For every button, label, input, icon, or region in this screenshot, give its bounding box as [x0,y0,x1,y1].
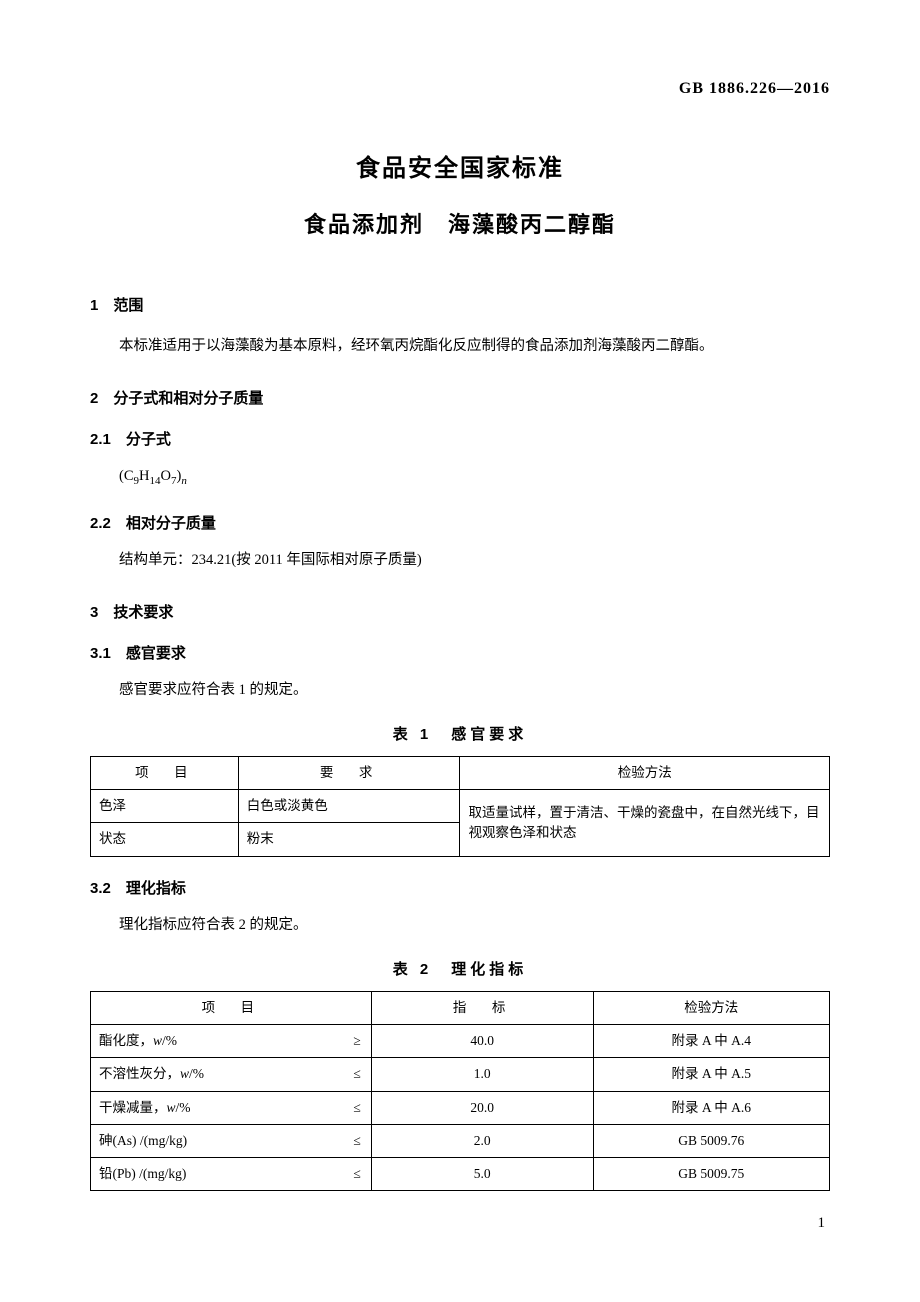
operator: ≥ [353,1031,360,1051]
table-2-value: 1.0 [371,1058,593,1091]
section-3-1-body: 感官要求应符合表 1 的规定。 [90,677,830,703]
table-1: 项 目 要 求 检验方法 色泽 白色或淡黄色 取适量试样，置于清洁、干燥的瓷盘中… [90,756,830,857]
molecular-formula: (C9H14O7)n [90,463,830,492]
table-2: 项 目 指 标 检验方法 酯化度，w/%≥40.0附录 A 中 A.4不溶性灰分… [90,991,830,1192]
section-1-heading: 1 范围 [90,294,830,315]
table-row: 砷(As) /(mg/kg)≤2.0GB 5009.76 [91,1124,830,1157]
table-2-caption: 表 2 理化指标 [90,958,830,979]
standard-code: GB 1886.226—2016 [90,80,830,98]
table-1-header-3: 检验方法 [460,756,830,789]
table-2-method: 附录 A 中 A.5 [593,1058,830,1091]
table-row: 色泽 白色或淡黄色 取适量试样，置于清洁、干燥的瓷盘中，在自然光线下，目视观察色… [91,790,830,823]
sub-title: 食品添加剂 海藻酸丙二醇酯 [90,207,830,239]
page-number: 1 [818,1215,826,1232]
table-2-value: 20.0 [371,1091,593,1124]
table-1-header-2: 要 求 [238,756,460,789]
formula-o: O [160,468,170,484]
table-2-header-1: 项 目 [91,991,372,1024]
table-2-value: 5.0 [371,1158,593,1191]
table-2-method: 附录 A 中 A.4 [593,1025,830,1058]
formula-open: (C [119,468,134,484]
operator: ≤ [353,1064,360,1084]
section-2-1-heading: 2.1 分子式 [90,428,830,449]
table-2-method: 附录 A 中 A.6 [593,1091,830,1124]
section-2-heading: 2 分子式和相对分子质量 [90,387,830,408]
table-row: 不溶性灰分，w/%≤1.0附录 A 中 A.5 [91,1058,830,1091]
section-2-2-heading: 2.2 相对分子质量 [90,512,830,533]
table-row: 干燥减量，w/%≤20.0附录 A 中 A.6 [91,1091,830,1124]
formula-h-sub: 14 [149,475,160,487]
formula-h: H [139,468,149,484]
table-1-caption: 表 1 感官要求 [90,723,830,744]
section-3-2-heading: 3.2 理化指标 [90,877,830,898]
table-1-r1-req: 白色或淡黄色 [238,790,460,823]
section-3-1-heading: 3.1 感官要求 [90,642,830,663]
section-3-heading: 3 技术要求 [90,601,830,622]
table-2-value: 40.0 [371,1025,593,1058]
main-title: 食品安全国家标准 [90,148,830,183]
table-1-method: 取适量试样，置于清洁、干燥的瓷盘中，在自然光线下，目视观察色泽和状态 [460,790,830,857]
table-2-method: GB 5009.76 [593,1124,830,1157]
table-2-header-2: 指 标 [371,991,593,1024]
table-2-method: GB 5009.75 [593,1158,830,1191]
table-2-value: 2.0 [371,1124,593,1157]
table-2-item: 不溶性灰分，w/%≤ [91,1058,372,1091]
section-2-2-body: 结构单元：234.21(按 2011 年国际相对原子质量) [90,547,830,573]
section-3-2-body: 理化指标应符合表 2 的规定。 [90,912,830,938]
table-2-header-3: 检验方法 [593,991,830,1024]
table-row: 酯化度，w/%≥40.0附录 A 中 A.4 [91,1025,830,1058]
operator: ≤ [353,1098,360,1118]
table-2-item: 干燥减量，w/%≤ [91,1091,372,1124]
table-1-r1-item: 色泽 [91,790,239,823]
table-1-r2-req: 粉末 [238,823,460,856]
table-row: 铅(Pb) /(mg/kg)≤5.0GB 5009.75 [91,1158,830,1191]
operator: ≤ [353,1164,360,1184]
table-2-item: 砷(As) /(mg/kg)≤ [91,1124,372,1157]
formula-n-sub: n [181,475,187,487]
section-1-body: 本标准适用于以海藻酸为基本原料，经环氧丙烷酯化反应制得的食品添加剂海藻酸丙二醇酯… [90,333,830,359]
table-2-item: 酯化度，w/%≥ [91,1025,372,1058]
table-1-r2-item: 状态 [91,823,239,856]
table-2-item: 铅(Pb) /(mg/kg)≤ [91,1158,372,1191]
table-1-header-1: 项 目 [91,756,239,789]
operator: ≤ [353,1131,360,1151]
